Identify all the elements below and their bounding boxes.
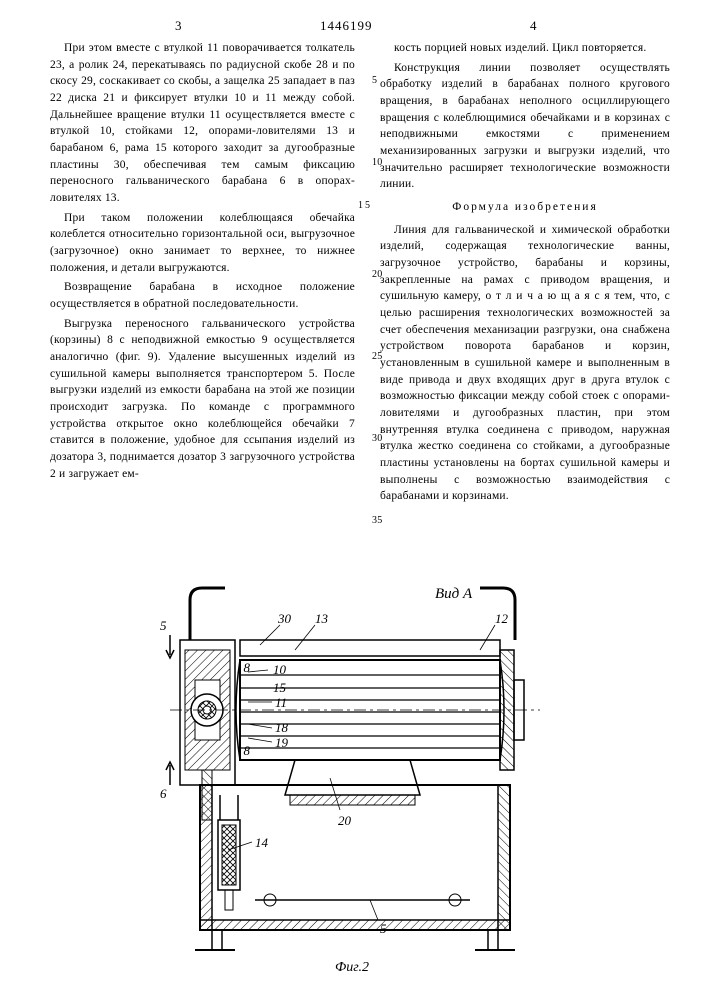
paragraph: кость порцией новых изделий. Цикл повтор… xyxy=(380,40,670,57)
callout-11: 11 xyxy=(275,695,287,710)
callout-30: 30 xyxy=(277,611,292,626)
callout-20: 20 xyxy=(338,813,352,828)
figure-label: Фиг.2 xyxy=(335,960,369,976)
paragraph: При этом вместе с втулкой 11 поворачивае… xyxy=(50,40,355,207)
formula-heading: 15 Формула изобретения xyxy=(380,199,670,216)
technical-drawing: 5 6 30 13 12 10 15 11 18 19 8 8 14 20 5 … xyxy=(140,580,570,970)
page-number-left: 3 xyxy=(175,18,182,34)
paragraph: Выгрузка переносного гальванического уст… xyxy=(50,316,355,483)
callout-8b: 8 xyxy=(244,743,251,758)
left-text-column: При этом вместе с втулкой 11 поворачивае… xyxy=(50,40,355,485)
line-number: 10 xyxy=(358,156,382,171)
callout-13: 13 xyxy=(315,611,329,626)
paragraph: Возвращение барабана в исходное положени… xyxy=(50,279,355,312)
document-number: 1446199 xyxy=(320,18,373,34)
line-number: 5 xyxy=(358,74,377,89)
callout-18: 18 xyxy=(275,720,289,735)
line-number: 15 xyxy=(358,199,372,214)
paragraph: При таком положении колеблющаяся обечайк… xyxy=(50,210,355,277)
line-number: 20 xyxy=(358,268,382,283)
page-number-right: 4 xyxy=(530,18,537,34)
callout-19: 19 xyxy=(275,735,289,750)
callout-14: 14 xyxy=(255,835,269,850)
line-number: 25 xyxy=(358,350,382,365)
figure-svg: 5 6 30 13 12 10 15 11 18 19 8 8 14 20 5 … xyxy=(140,580,570,970)
callout-5a: 5 xyxy=(160,618,167,633)
heading-text: Формула изобретения xyxy=(452,201,597,213)
right-text-column: кость порцией новых изделий. Цикл повтор… xyxy=(380,40,670,508)
paragraph: 5 10 Конструкция линии позволяет осущест… xyxy=(380,60,670,193)
view-label: Вид А xyxy=(435,586,473,602)
callout-8a: 8 xyxy=(244,660,251,675)
paragraph-text: Линия для гальванической и химической об… xyxy=(380,224,670,503)
paragraph-text: Конструкция линии позволяет осуществлять… xyxy=(380,62,670,191)
callout-5b: 5 xyxy=(380,921,387,936)
line-number: 30 xyxy=(358,432,382,447)
callout-10: 10 xyxy=(273,662,287,677)
line-number: 35 xyxy=(358,514,382,529)
callout-12: 12 xyxy=(495,611,509,626)
paragraph: 20 25 30 35 Линия для гальванической и х… xyxy=(380,222,670,505)
callout-6: 6 xyxy=(160,786,167,801)
callout-15: 15 xyxy=(273,680,287,695)
